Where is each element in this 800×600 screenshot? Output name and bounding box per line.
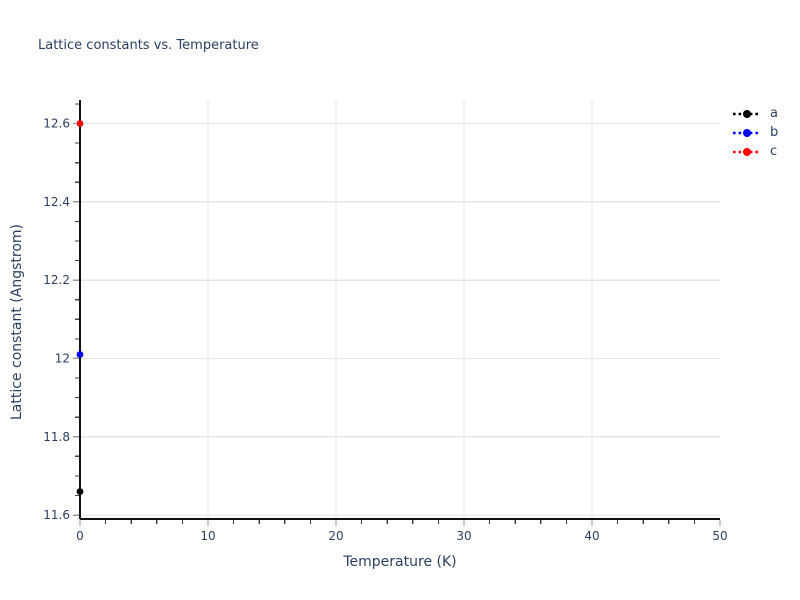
chart-title: Lattice constants vs. Temperature — [38, 38, 259, 53]
legend-label-b: b — [770, 125, 779, 140]
x-axis-title: Temperature (K) — [343, 554, 457, 570]
legend-label-c: c — [770, 144, 778, 159]
x-tick-label: 0 — [76, 529, 84, 543]
legend-symbol-a — [733, 109, 761, 118]
y-tick-label: 12.2 — [43, 273, 70, 287]
y-tick-label: 11.8 — [43, 430, 70, 444]
legend-item-b[interactable]: b — [732, 123, 778, 142]
legend-symbol-b — [733, 128, 761, 137]
x-tick-label: 50 — [712, 529, 727, 543]
legend-item-a[interactable]: a — [732, 104, 778, 123]
y-tick-label: 12 — [55, 351, 70, 365]
legend-symbol-c — [733, 147, 761, 156]
legend-label-a: a — [770, 106, 778, 121]
x-tick-label: 20 — [328, 529, 343, 543]
x-tick-label: 30 — [456, 529, 471, 543]
x-tick-label: 10 — [200, 529, 215, 543]
y-axis-title: Lattice constant (Angstrom) — [9, 223, 25, 421]
y-tick-label: 11.6 — [43, 508, 70, 522]
y-tick-label: 12.6 — [43, 116, 70, 130]
x-tick-label: 40 — [584, 529, 599, 543]
data-point-b[interactable] — [76, 351, 84, 358]
data-point-a[interactable] — [76, 488, 84, 495]
data-point-c[interactable] — [76, 120, 84, 127]
legend-item-c[interactable]: c — [732, 142, 778, 161]
y-tick-label: 12.4 — [43, 195, 70, 209]
